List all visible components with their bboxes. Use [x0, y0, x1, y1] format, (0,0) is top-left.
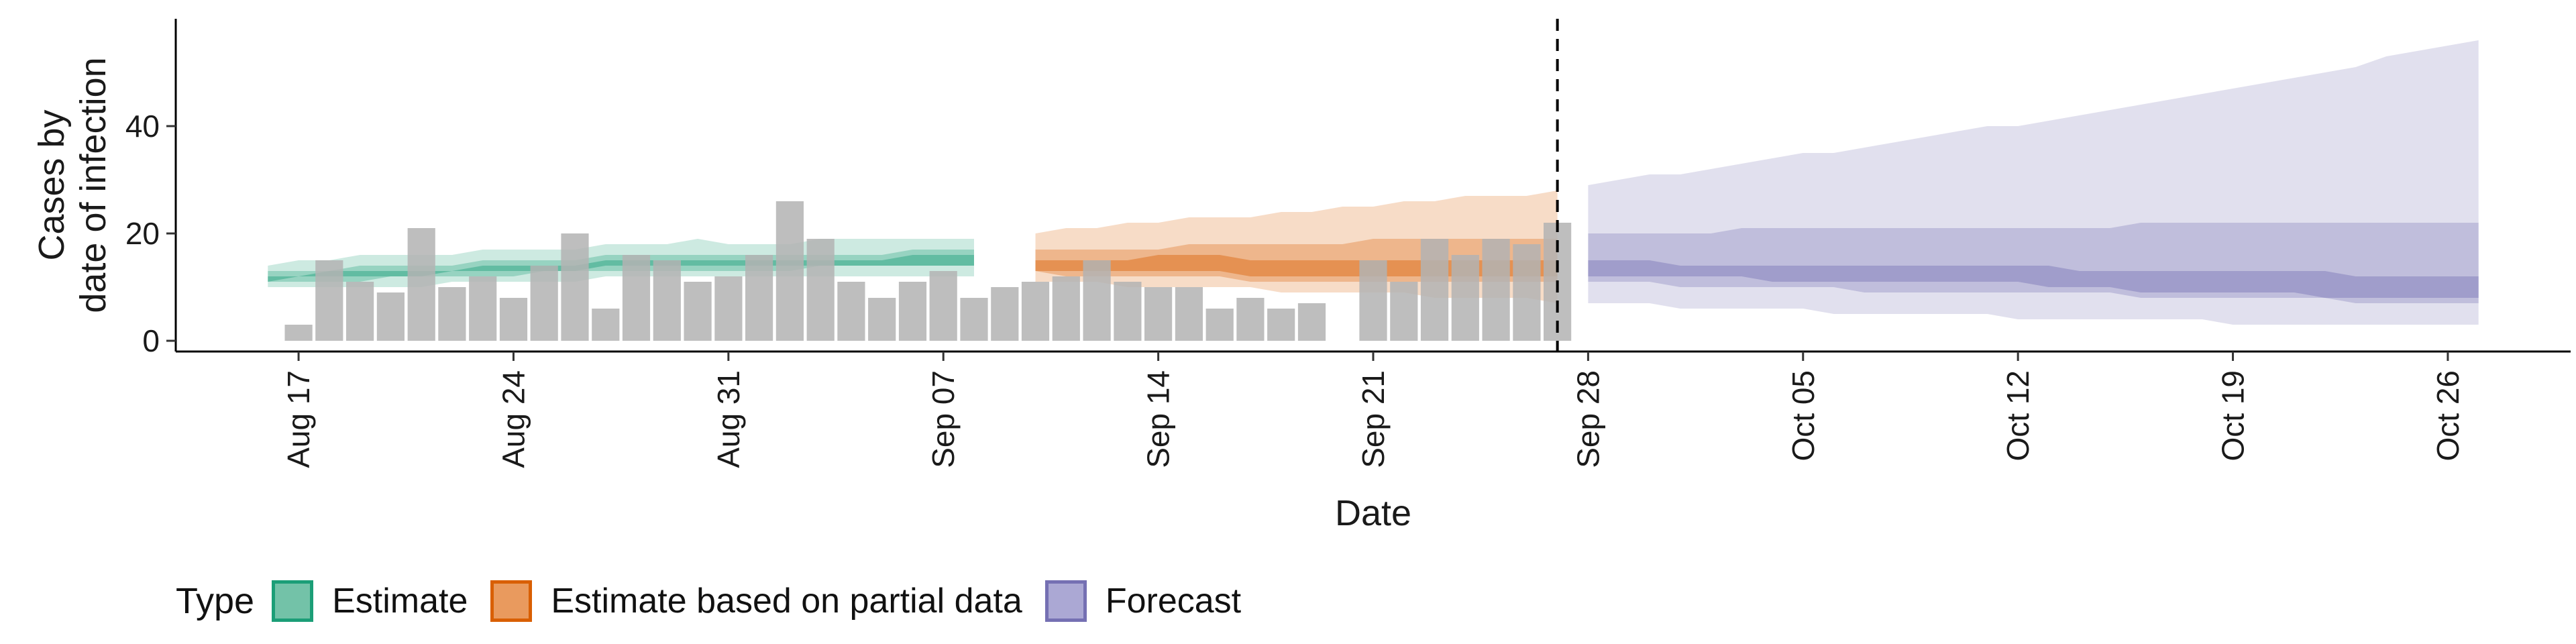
series-forecast: [1588, 40, 2479, 325]
bar: [991, 287, 1019, 341]
x-tick-label: Sep 28: [1570, 370, 1605, 468]
x-tick-label: Aug 31: [711, 370, 746, 468]
legend-item-forecast: Forecast: [1044, 580, 1242, 622]
x-tick-label: Oct 12: [2000, 370, 2035, 462]
bar: [714, 276, 743, 341]
bar: [929, 271, 957, 341]
y-tick-label: 40: [125, 109, 160, 144]
bar: [653, 260, 681, 341]
x-tick-label: Sep 07: [926, 370, 961, 468]
bar: [1236, 298, 1265, 341]
bar: [592, 309, 620, 341]
bar: [1021, 282, 1050, 341]
bar: [745, 255, 773, 341]
legend-key-estimate: [272, 580, 314, 622]
bar: [1420, 239, 1449, 341]
bar: [1114, 282, 1142, 341]
bar: [684, 282, 712, 341]
bar: [346, 282, 374, 341]
bar: [438, 287, 466, 341]
ribbon-outer-forecast: [1588, 40, 2479, 325]
x-tick-label: Oct 19: [2216, 370, 2251, 462]
bar: [469, 276, 497, 341]
bar: [898, 282, 927, 341]
legend-key-partial: [490, 580, 533, 622]
bar: [1451, 255, 1479, 341]
bar: [868, 298, 896, 341]
x-tick-label: Aug 17: [281, 370, 316, 468]
bar: [315, 260, 343, 341]
bar: [530, 266, 558, 341]
ribbon-mid-forecast: [1588, 223, 2479, 303]
bar: [960, 298, 988, 341]
y-axis-title-line: date of infection: [73, 57, 113, 313]
legend-item-partial: Estimate based on partial data: [490, 580, 1022, 622]
ribbon-inner-forecast: [1588, 260, 2479, 298]
y-tick-label: 0: [142, 323, 160, 358]
axes-layer: 0 20 40 Aug 17 Aug 24 Aug 31 Sep 07 Sep 14 Sep 2…: [32, 19, 2571, 533]
y-tick-label: 20: [125, 216, 160, 251]
y-axis-title: Cases bydate of infection: [32, 57, 113, 313]
bar: [806, 239, 835, 341]
legend-item-estimate: Estimate: [272, 580, 468, 622]
x-axis-title: Date: [1335, 493, 1411, 533]
bar: [1359, 260, 1387, 341]
legend-label-forecast: Forecast: [1105, 582, 1242, 621]
bar: [499, 298, 528, 341]
legend-label-estimate: Estimate: [332, 582, 468, 621]
bar: [775, 201, 804, 341]
y-axis-title-line: Cases by: [32, 109, 72, 260]
legend-key-forecast: [1044, 580, 1087, 622]
x-tick-label: Aug 24: [496, 370, 531, 468]
bar: [1144, 287, 1173, 341]
x-tick-label: Oct 26: [2430, 370, 2465, 462]
bar: [284, 325, 313, 341]
bar: [1205, 309, 1234, 341]
x-tick-label: Oct 05: [1786, 370, 1821, 462]
legend-title: Type: [176, 581, 255, 621]
bar: [376, 292, 405, 341]
x-tick-label: Sep 21: [1356, 370, 1391, 468]
bar: [837, 282, 865, 341]
bar: [1267, 309, 1295, 341]
legend: Type Estimate Estimate based on partial …: [176, 574, 1264, 628]
bar: [1482, 239, 1510, 341]
bar: [1175, 287, 1203, 341]
bar: [407, 228, 435, 341]
bar: [561, 233, 589, 341]
bar: [1052, 276, 1080, 341]
bar: [1513, 244, 1541, 341]
bar: [1390, 282, 1418, 341]
bar: [1297, 303, 1326, 341]
series-estimate: [268, 239, 974, 287]
bar: [1083, 260, 1111, 341]
legend-label-partial: Estimate based on partial data: [551, 582, 1022, 621]
x-tick-label: Sep 14: [1141, 370, 1176, 468]
bar: [622, 255, 651, 341]
